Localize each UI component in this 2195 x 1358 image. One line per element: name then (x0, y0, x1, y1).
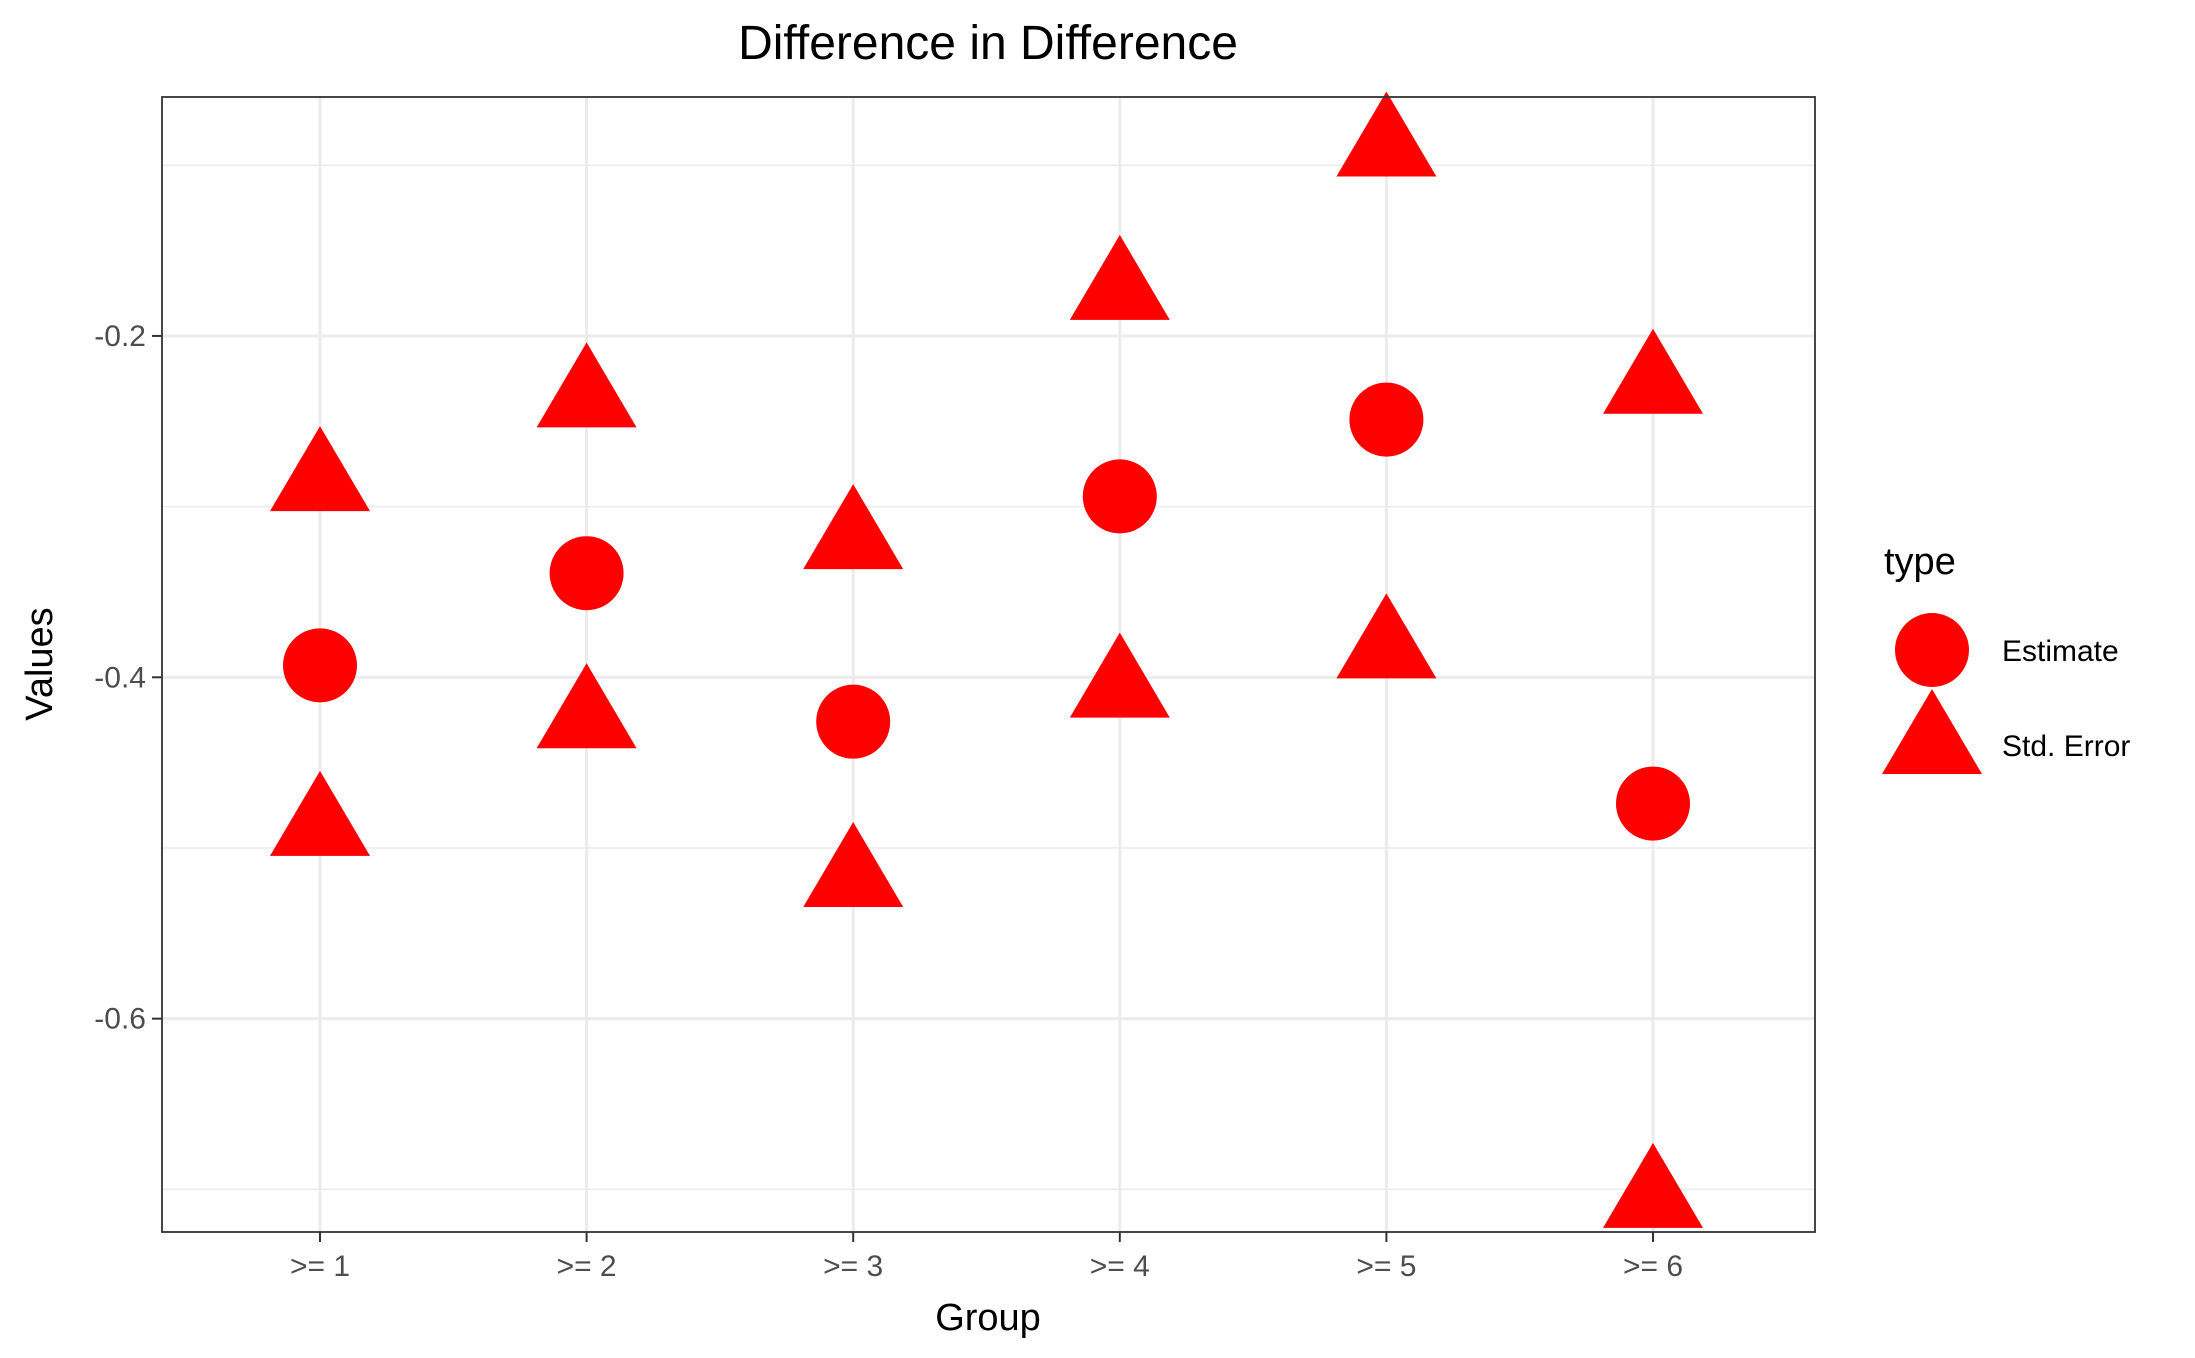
y-tick-label: -0.4 (94, 661, 146, 694)
point-estimate (1349, 382, 1424, 457)
point-estimate (1082, 459, 1157, 534)
y-tick-label: -0.6 (94, 1003, 146, 1036)
point-estimate (549, 536, 624, 611)
point-std-error (1603, 328, 1703, 414)
point-std-error (1069, 632, 1170, 718)
x-axis-title: Group (935, 1297, 1041, 1339)
point-std-error (536, 342, 637, 428)
x-tick-label: >= 1 (290, 1250, 350, 1283)
point-estimate (1616, 766, 1690, 841)
legend-label-std-error: Std. Error (2002, 730, 2130, 763)
point-std-error (1336, 593, 1437, 679)
x-axis: >= 1 >= 2 >= 3 >= 4 >= 5 >= 6 (290, 1232, 1683, 1283)
point-estimate (283, 628, 357, 703)
legend-key-std-error (1882, 689, 1982, 774)
point-std-error (536, 663, 637, 749)
point-std-error (270, 770, 370, 856)
legend-label-estimate: Estimate (2002, 635, 2119, 668)
chart-title: Difference in Difference (738, 17, 1238, 70)
plot-panel (161, 91, 1816, 1233)
point-estimate (816, 684, 891, 759)
point-std-error (803, 822, 904, 908)
point-std-error (1336, 91, 1437, 177)
legend-key-estimate (1895, 613, 1969, 687)
legend-title: type (1884, 541, 1956, 583)
y-axis: -0.6 -0.4 -0.2 (94, 320, 162, 1036)
x-tick-label: >= 4 (1090, 1250, 1150, 1283)
point-std-error (1069, 234, 1170, 320)
x-tick-label: >= 3 (823, 1250, 883, 1283)
y-tick-label: -0.2 (94, 320, 146, 353)
point-std-error (803, 484, 904, 570)
point-std-error (270, 426, 370, 512)
x-tick-label: >= 2 (557, 1250, 617, 1283)
legend: type Estimate Std. Error (1882, 541, 2130, 774)
x-tick-label: >= 6 (1623, 1250, 1683, 1283)
panel-border (161, 96, 1816, 1233)
y-axis-title: Values (19, 607, 61, 720)
panel-background (162, 97, 1815, 1232)
point-std-error (1603, 1142, 1703, 1228)
x-tick-label: >= 5 (1356, 1250, 1416, 1283)
data-points (270, 91, 1703, 1228)
